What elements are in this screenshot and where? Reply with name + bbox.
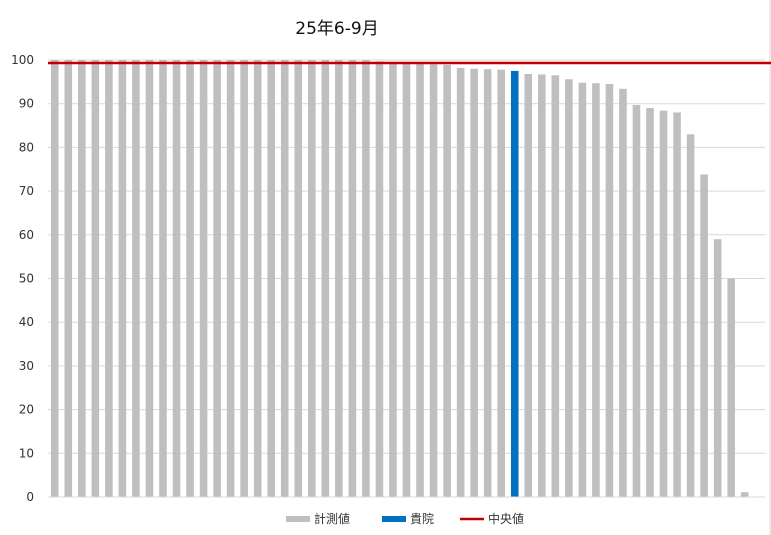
bar xyxy=(226,60,235,497)
bar xyxy=(294,60,303,497)
bar xyxy=(64,60,73,497)
y-tick-label: 90 xyxy=(19,97,34,111)
bar xyxy=(348,60,357,497)
bar xyxy=(686,134,695,498)
bar xyxy=(267,60,276,497)
bar xyxy=(199,60,208,497)
bar xyxy=(335,60,343,497)
bar xyxy=(78,60,86,497)
bar xyxy=(50,60,59,497)
bar xyxy=(524,73,533,497)
bar xyxy=(145,60,154,497)
y-tick-label: 10 xyxy=(19,446,34,460)
bar xyxy=(497,69,505,498)
bar xyxy=(118,60,127,497)
bar xyxy=(429,64,438,498)
bar xyxy=(740,492,749,497)
legend-swatch-measured xyxy=(286,516,310,522)
bar xyxy=(308,60,316,497)
bar xyxy=(91,60,100,497)
bar xyxy=(592,83,600,497)
bar xyxy=(375,61,384,498)
y-tick-label: 50 xyxy=(19,272,34,286)
bar xyxy=(253,60,262,497)
bar xyxy=(280,60,289,497)
y-tick-label: 20 xyxy=(19,403,34,417)
bar xyxy=(362,60,370,497)
y-tick-label: 0 xyxy=(26,490,34,504)
bar xyxy=(186,60,194,497)
bar xyxy=(470,68,478,498)
y-tick-label: 70 xyxy=(19,184,34,198)
bar xyxy=(402,63,411,498)
bar xyxy=(172,60,181,497)
bar xyxy=(483,69,492,498)
bar-highlight xyxy=(510,70,519,498)
bar xyxy=(389,62,397,497)
bar xyxy=(213,60,221,497)
legend-swatch-highlight xyxy=(382,516,406,522)
bar xyxy=(565,79,573,497)
bar xyxy=(551,75,560,498)
y-axis-ticks: 0 10 20 30 40 50 60 70 80 90 100 xyxy=(11,53,34,504)
bar xyxy=(456,67,465,498)
bar xyxy=(159,60,167,497)
legend-label-measured: 計測値 xyxy=(314,511,350,526)
y-tick-label: 30 xyxy=(19,359,34,373)
bar xyxy=(727,278,735,497)
bars xyxy=(50,60,749,498)
bar xyxy=(132,60,140,497)
bar xyxy=(605,84,614,497)
bar xyxy=(321,60,330,497)
bar xyxy=(713,239,722,498)
bar xyxy=(673,112,681,497)
bar xyxy=(105,60,113,497)
bar xyxy=(538,74,546,498)
y-tick-label: 80 xyxy=(19,140,34,154)
legend: 計測値 貴院 中央値 xyxy=(286,511,524,526)
bar xyxy=(659,110,668,497)
bar xyxy=(578,82,587,497)
legend-label-highlight: 貴院 xyxy=(410,512,434,526)
legend-label-median: 中央値 xyxy=(488,511,524,526)
y-tick-label: 60 xyxy=(19,228,34,242)
bar xyxy=(416,63,424,498)
bar xyxy=(619,88,627,497)
bar xyxy=(700,174,708,498)
bar xyxy=(443,64,451,497)
chart-title: 25年6-9月 xyxy=(295,19,378,39)
bar xyxy=(646,108,654,497)
bar xyxy=(632,105,641,497)
y-tick-label: 40 xyxy=(19,315,34,329)
bar xyxy=(240,60,248,497)
y-tick-label: 100 xyxy=(11,53,34,67)
